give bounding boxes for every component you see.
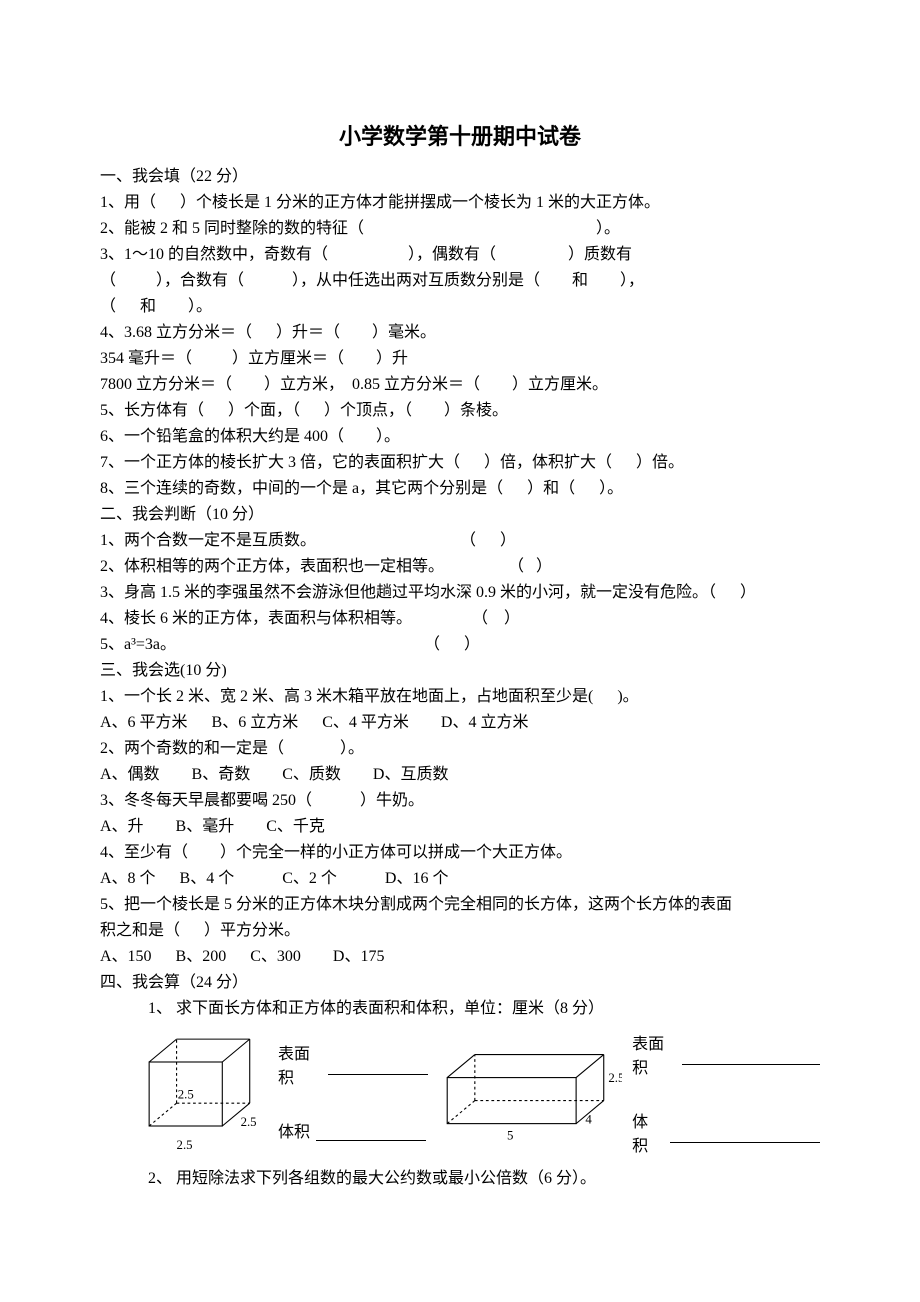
s4-q1: 1、 求下面长方体和正方体的表面积和体积，单位：厘米（8 分） bbox=[100, 997, 820, 1021]
s2-q2: 2、体积相等的两个正方体，表面积也一定相等。 （ ） bbox=[100, 555, 820, 579]
cuboid-dim-length: 5 bbox=[507, 1128, 513, 1142]
cuboid-figure-block: 2.5 4 5 表面积 体积 bbox=[438, 1033, 820, 1159]
s1-q6: 6、一个铅笔盒的体积大约是 400（ ）。 bbox=[100, 425, 820, 449]
s1-q4-c: 7800 立方分米＝（ ）立方米， 0.85 立方分米＝（ ）立方厘米。 bbox=[100, 373, 820, 397]
figures-row: 2.5 2.5 2.5 表面积 体积 bbox=[140, 1029, 820, 1159]
cuboid-volume-label: 体积 bbox=[632, 1111, 664, 1159]
s3-q1: 1、一个长 2 米、宽 2 米、高 3 米木箱平放在地面上，占地面积至少是( )… bbox=[100, 685, 820, 709]
cube-dim-left: 2.5 bbox=[178, 1088, 194, 1102]
s2-q3: 3、身高 1.5 米的李强虽然不会游泳但他趟过平均水深 0.9 米的小河，就一定… bbox=[100, 581, 820, 605]
cube-answer-labels: 表面积 体积 bbox=[278, 1043, 428, 1145]
s3-q5-options: A、150 B、200 C、300 D、175 bbox=[100, 945, 820, 969]
cuboid-answer-labels: 表面积 体积 bbox=[632, 1033, 820, 1159]
s1-q3-a: 3、1～10 的自然数中，奇数有（ ），偶数有（ ）质数有 bbox=[100, 243, 820, 267]
section-1-header: 一、我会填（22 分） bbox=[100, 165, 820, 189]
cube-surface-label: 表面积 bbox=[278, 1043, 322, 1091]
s3-q3: 3、冬冬每天早晨都要喝 250（ ）牛奶。 bbox=[100, 789, 820, 813]
cuboid-dim-height: 2.5 bbox=[608, 1071, 622, 1085]
s1-q2: 2、能被 2 和 5 同时整除的数的特征（ ）。 bbox=[100, 217, 820, 241]
s3-q1-options: A、6 平方米 B、6 立方米 C、4 平方米 D、4 立方米 bbox=[100, 711, 820, 735]
section-4-header: 四、我会算（24 分） bbox=[100, 971, 820, 995]
s1-q8: 8、三个连续的奇数，中间的一个是 a，其它两个分别是（ ）和（ ）。 bbox=[100, 477, 820, 501]
s1-q3-b: （ ），合数有（ ），从中任选出两对互质数分别是（ 和 ）， bbox=[100, 269, 820, 293]
cuboid-icon: 2.5 4 5 bbox=[438, 1041, 622, 1151]
s4-q2: 2、 用短除法求下列各组数的最大公约数或最小公倍数（6 分）。 bbox=[100, 1167, 820, 1191]
cube-figure-block: 2.5 2.5 2.5 表面积 体积 bbox=[140, 1029, 428, 1159]
s3-q5-b: 积之和是（ ）平方分米。 bbox=[100, 919, 820, 943]
section-3-header: 三、我会选(10 分) bbox=[100, 659, 820, 683]
s2-q4: 4、棱长 6 米的正方体，表面积与体积相等。 （ ） bbox=[100, 607, 820, 631]
cuboid-volume-blank bbox=[670, 1128, 820, 1143]
s2-q1: 1、两个合数一定不是互质数。 （ ） bbox=[100, 529, 820, 553]
cube-dim-bottom: 2.5 bbox=[177, 1138, 193, 1152]
s1-q7: 7、一个正方体的棱长扩大 3 倍，它的表面积扩大（ ）倍，体积扩大（ ）倍。 bbox=[100, 451, 820, 475]
s1-q5: 5、长方体有（ ）个面，（ ）个顶点，（ ）条棱。 bbox=[100, 399, 820, 423]
s1-q3-c: （ 和 ）。 bbox=[100, 295, 820, 319]
cube-surface-blank bbox=[328, 1060, 428, 1075]
section-2-header: 二、我会判断（10 分） bbox=[100, 503, 820, 527]
s3-q3-options: A、升 B、毫升 C、千克 bbox=[100, 815, 820, 839]
s3-q2-options: A、偶数 B、奇数 C、质数 D、互质数 bbox=[100, 763, 820, 787]
cube-volume-blank bbox=[316, 1126, 426, 1141]
cuboid-surface-label: 表面积 bbox=[632, 1033, 676, 1081]
s3-q4-options: A、8 个 B、4 个 C、2 个 D、16 个 bbox=[100, 867, 820, 891]
cuboid-surface-blank bbox=[682, 1050, 820, 1065]
exam-page: 小学数学第十册期中试卷 一、我会填（22 分） 1、用（ ）个棱长是 1 分米的… bbox=[0, 0, 920, 1253]
s1-q1: 1、用（ ）个棱长是 1 分米的正方体才能拼摆成一个棱长为 1 米的大正方体。 bbox=[100, 191, 820, 215]
s3-q5-a: 5、把一个棱长是 5 分米的正方体木块分割成两个完全相同的长方体，这两个长方体的… bbox=[100, 893, 820, 917]
cube-icon: 2.5 2.5 2.5 bbox=[140, 1029, 268, 1159]
s3-q2: 2、两个奇数的和一定是（ ）。 bbox=[100, 737, 820, 761]
s3-q4: 4、至少有（ ）个完全一样的小正方体可以拼成一个大正方体。 bbox=[100, 841, 820, 865]
cuboid-dim-width: 4 bbox=[585, 1113, 592, 1127]
exam-title: 小学数学第十册期中试卷 bbox=[100, 120, 820, 153]
s1-q4-b: 354 毫升＝（ ）立方厘米＝（ ）升 bbox=[100, 347, 820, 371]
cube-dim-front: 2.5 bbox=[241, 1115, 257, 1129]
s2-q5: 5、a³=3a。 （ ） bbox=[100, 633, 820, 657]
s1-q4-a: 4、3.68 立方分米＝（ ）升＝（ ）毫米。 bbox=[100, 321, 820, 345]
cube-volume-label: 体积 bbox=[278, 1121, 310, 1145]
